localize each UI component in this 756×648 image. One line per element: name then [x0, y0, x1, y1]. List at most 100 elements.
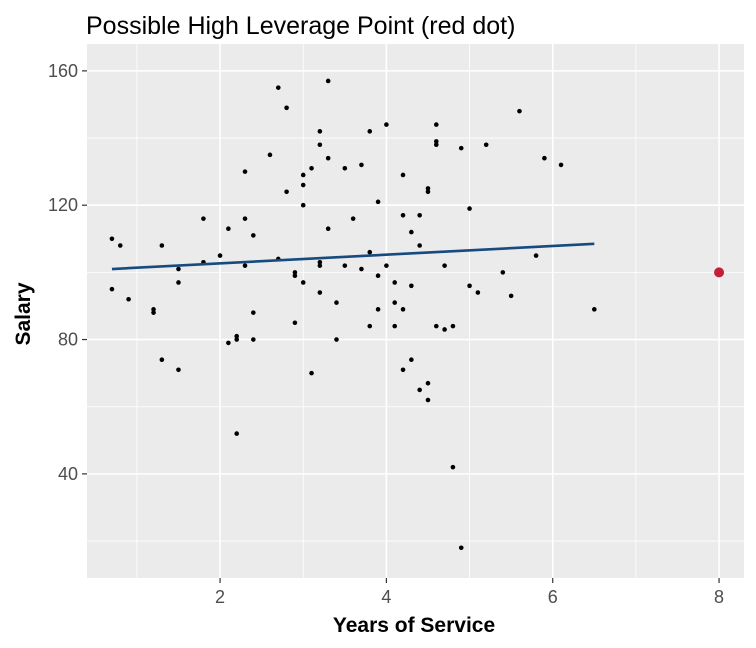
data-point [300, 182, 306, 188]
data-point [558, 162, 564, 168]
data-point [400, 307, 406, 312]
data-point [384, 263, 389, 268]
data-point [176, 266, 181, 272]
data-point [126, 296, 131, 302]
data-points [109, 78, 597, 551]
data-point [592, 307, 597, 312]
chart-title: Possible High Leverage Point (red dot) [86, 12, 515, 40]
data-point [109, 236, 115, 242]
data-point [409, 357, 414, 362]
data-point [251, 233, 256, 238]
data-point [159, 243, 165, 248]
data-point [342, 263, 348, 268]
data-point [251, 310, 256, 315]
data-point [350, 216, 356, 221]
data-point [176, 280, 181, 285]
data-point [234, 431, 239, 436]
data-point [242, 216, 248, 221]
y-axis-ticks: 40 80 120 160 [48, 61, 87, 484]
data-point [317, 263, 323, 268]
fit-line [111, 242, 595, 271]
data-point [334, 300, 339, 305]
data-point [475, 290, 481, 295]
y-tick-label: 40 [58, 464, 78, 484]
data-point [367, 323, 373, 329]
data-point [392, 300, 398, 305]
data-point [292, 273, 298, 279]
data-point [400, 367, 406, 373]
data-point [109, 286, 115, 292]
data-point [392, 323, 398, 329]
data-point [458, 545, 464, 551]
data-point [433, 323, 439, 329]
y-tick-label: 120 [48, 195, 78, 215]
data-point [309, 370, 314, 376]
data-point [442, 263, 447, 268]
data-point [325, 78, 331, 84]
x-tick-label: 6 [548, 587, 558, 607]
minor-gridlines [87, 44, 744, 578]
data-point [300, 172, 306, 178]
data-point [442, 327, 447, 332]
data-point [275, 85, 281, 90]
data-point [317, 142, 323, 148]
data-point [392, 280, 398, 285]
data-point [542, 155, 547, 161]
data-point [117, 243, 123, 248]
highlight-layer [714, 267, 725, 278]
data-point [251, 337, 256, 342]
data-point [467, 206, 472, 211]
data-point [425, 186, 431, 191]
data-point [533, 253, 539, 258]
data-point [508, 293, 514, 299]
data-point [284, 189, 289, 195]
data-point [159, 357, 165, 362]
y-tick-label: 160 [48, 61, 78, 81]
data-point [334, 337, 339, 342]
data-point [317, 129, 323, 134]
data-point [226, 226, 231, 232]
data-point [458, 145, 464, 151]
x-axis-title: Years of Service [333, 614, 495, 637]
data-point [467, 283, 472, 289]
x-axis-ticks: 2 4 6 8 [215, 578, 724, 607]
data-point [384, 122, 389, 127]
data-point [151, 307, 156, 312]
data-point [450, 464, 456, 470]
data-point [433, 142, 439, 148]
data-point [375, 307, 381, 312]
data-point [500, 270, 506, 275]
data-point [400, 212, 406, 218]
major-gridlines [87, 44, 744, 578]
data-point [425, 189, 431, 195]
data-point [367, 129, 373, 134]
data-point [417, 212, 422, 218]
data-point [234, 333, 239, 339]
data-point [284, 105, 289, 111]
data-point [226, 340, 231, 346]
data-point [517, 108, 522, 114]
plot-panel [87, 44, 744, 578]
data-point [242, 263, 248, 268]
data-point [217, 253, 223, 258]
data-point [375, 199, 381, 205]
y-axis-title: Salary [12, 282, 35, 345]
data-point [317, 290, 323, 295]
data-point [267, 152, 273, 158]
data-point [325, 155, 331, 161]
data-point [483, 142, 489, 148]
data-point [292, 270, 298, 275]
data-point [417, 243, 422, 248]
data-point [292, 320, 298, 326]
data-point [409, 229, 414, 235]
data-point [309, 165, 314, 171]
data-point [450, 323, 456, 329]
data-point [367, 249, 373, 255]
data-point [300, 202, 306, 208]
data-point [433, 139, 439, 144]
data-point [176, 367, 181, 373]
data-point [375, 273, 381, 279]
data-point [359, 266, 364, 272]
data-point [317, 260, 323, 265]
